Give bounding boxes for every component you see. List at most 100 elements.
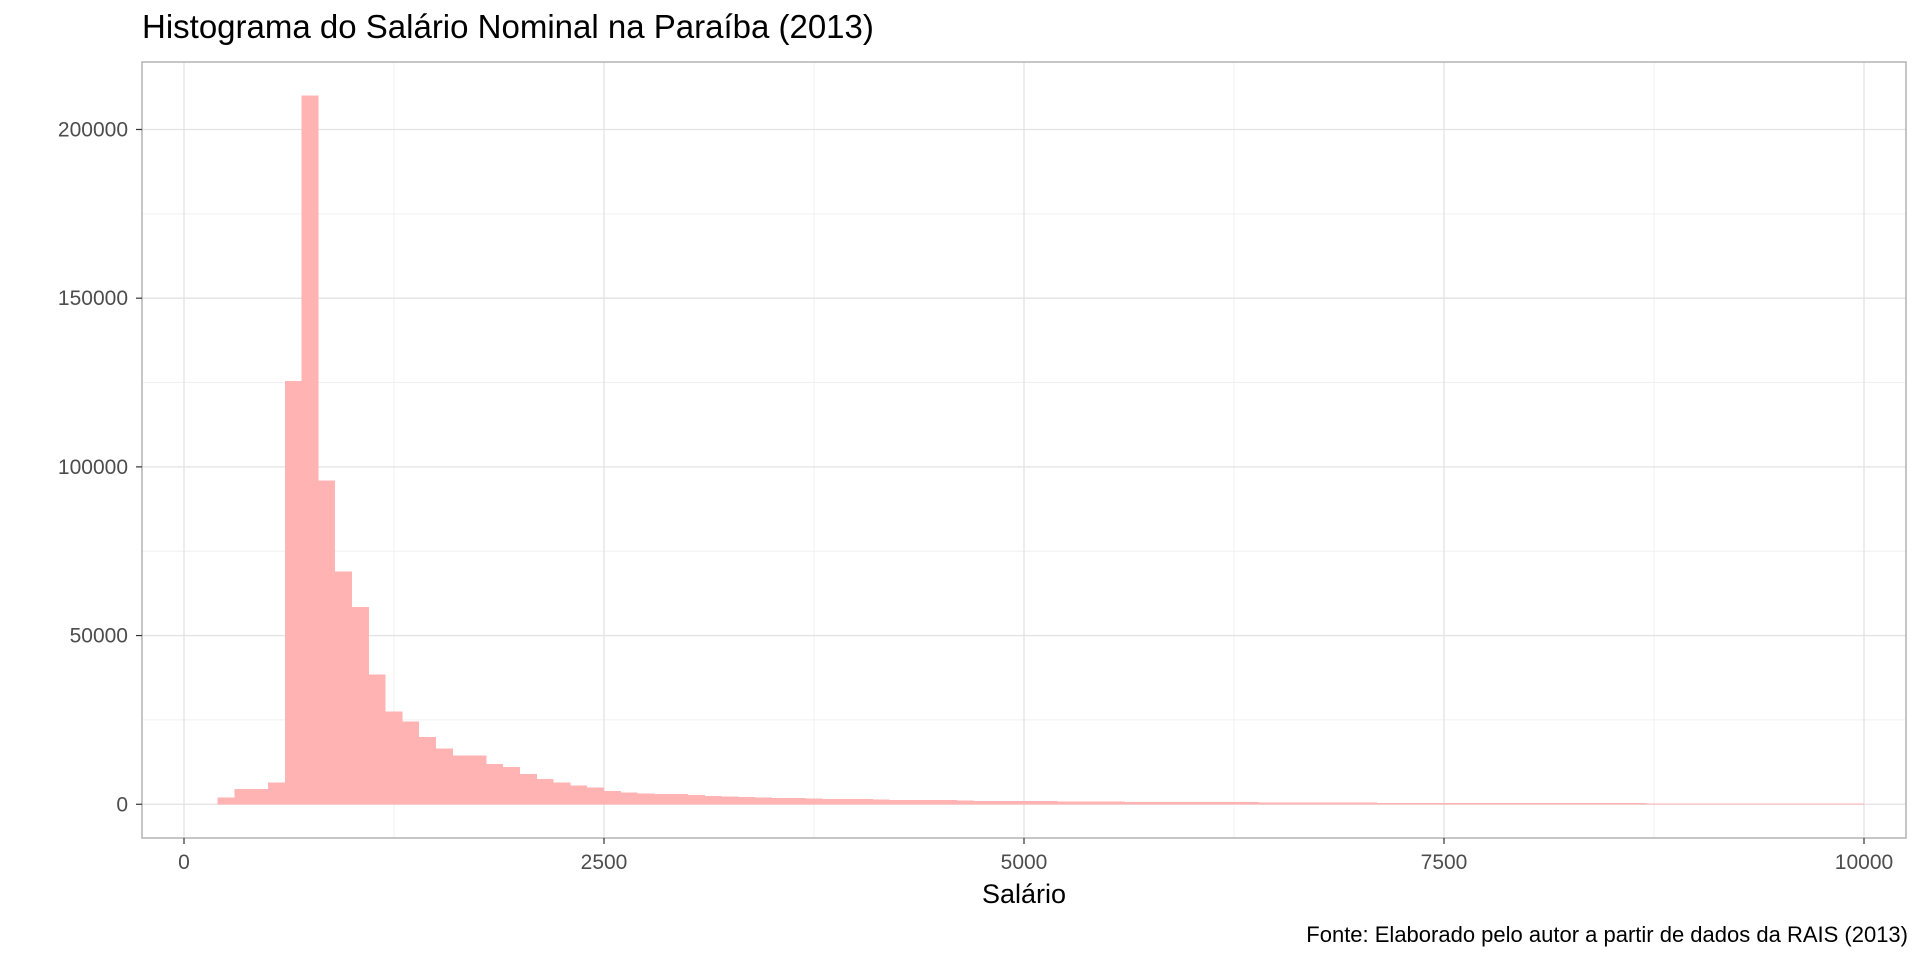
histogram-bar <box>1796 803 1814 805</box>
histogram-bar <box>469 755 487 805</box>
histogram-bar <box>822 798 840 805</box>
histogram-bar <box>1410 802 1428 805</box>
histogram-bar <box>1259 802 1276 805</box>
y-tick-label: 150000 <box>58 287 128 310</box>
histogram-bar <box>1595 803 1612 805</box>
histogram-bar <box>352 606 369 805</box>
histogram-bar <box>688 794 705 805</box>
histogram-bar <box>1057 801 1075 805</box>
histogram-bar <box>1847 803 1864 805</box>
histogram-bar <box>1343 802 1360 805</box>
histogram-bar <box>1830 803 1848 805</box>
histogram-bar <box>536 778 554 805</box>
y-tick-label: 200000 <box>58 118 128 141</box>
histogram-bar <box>1208 802 1226 805</box>
histogram-bar <box>234 789 252 805</box>
histogram-bar <box>318 480 336 805</box>
histogram-bar <box>772 798 789 805</box>
histogram-bar <box>1813 803 1831 805</box>
histogram-bar <box>385 711 403 805</box>
histogram-bar <box>1158 801 1176 805</box>
x-tick-label: 10000 <box>1835 851 1893 874</box>
axes: 0 2500 5000 7500 100000500001000001500002000… <box>58 118 1893 874</box>
histogram-bar <box>1544 803 1562 805</box>
histogram-bar <box>436 748 453 805</box>
histogram-bar <box>1242 802 1260 805</box>
histogram-bar <box>671 794 688 805</box>
histogram-bar <box>1662 803 1680 805</box>
histogram-bar <box>1494 803 1512 805</box>
histogram-bar <box>1612 803 1629 805</box>
histogram-bar <box>1040 801 1058 805</box>
histogram-bar <box>1393 802 1411 805</box>
histogram-bar <box>503 767 520 805</box>
histogram-bar <box>520 773 537 805</box>
y-tick-label: 100000 <box>58 456 128 479</box>
histogram-bar <box>301 95 319 805</box>
histogram-bar <box>654 794 672 805</box>
histogram-bar <box>570 785 588 805</box>
histogram-bar <box>1746 803 1764 805</box>
histogram-bar <box>217 797 235 805</box>
histogram-bar <box>839 798 856 805</box>
histogram-bar <box>1091 801 1108 805</box>
chart-title: Histograma do Salário Nominal na Paraíba… <box>142 8 874 45</box>
x-tick-label: 5000 <box>1001 851 1048 874</box>
histogram-bar <box>704 795 722 805</box>
histogram-bar <box>1528 803 1545 805</box>
histogram-bar <box>956 800 974 805</box>
histogram-bar <box>889 799 907 805</box>
histogram-bar <box>1729 803 1747 805</box>
histogram-bar <box>1360 802 1377 805</box>
histogram-bar <box>872 799 890 805</box>
x-tick-label: 7500 <box>1421 851 1468 874</box>
histogram-bar <box>1108 801 1125 805</box>
y-tick-label: 50000 <box>70 625 128 648</box>
histogram-bar <box>1225 802 1243 805</box>
histogram-bar <box>1309 802 1327 805</box>
histogram-bar <box>1578 803 1596 805</box>
histogram-bars <box>217 95 1864 805</box>
histogram-bar <box>1780 803 1797 805</box>
chart-caption: Fonte: Elaborado pelo autor a partir de … <box>1306 922 1908 947</box>
histogram-bar <box>1763 803 1780 805</box>
histogram-bar <box>251 789 268 805</box>
histogram-bar <box>604 790 621 805</box>
histogram-bar <box>1460 802 1478 805</box>
y-tick-label: 0 <box>116 793 128 816</box>
histogram-bar <box>1679 803 1696 805</box>
histogram-bar <box>284 380 302 805</box>
histogram-bar <box>335 571 352 805</box>
x-axis-title: Salário <box>982 879 1066 909</box>
histogram-bar <box>368 674 386 805</box>
histogram-bar <box>1276 802 1293 805</box>
histogram-bar <box>1444 802 1461 805</box>
histogram-bar <box>1007 800 1024 805</box>
histogram-bar <box>1712 803 1730 805</box>
x-tick-label: 2500 <box>581 851 628 874</box>
histogram-bar <box>637 793 655 805</box>
histogram-bar <box>1511 803 1528 805</box>
histogram-bar <box>1192 802 1209 805</box>
histogram-bar <box>1628 803 1646 805</box>
histogram-bar <box>1561 803 1579 805</box>
histogram-bar <box>1141 801 1159 805</box>
histogram-bar <box>1124 801 1142 805</box>
histogram-bar <box>1326 802 1344 805</box>
histogram-bar <box>721 796 739 805</box>
histogram-bar <box>973 800 991 805</box>
histogram-bar <box>620 792 638 805</box>
histogram-bar <box>419 736 436 805</box>
histogram-bar <box>1175 801 1192 805</box>
histogram-bar <box>268 782 285 805</box>
histogram-bar <box>1024 801 1041 805</box>
histogram-bar <box>856 799 873 805</box>
histogram-bar <box>1376 802 1394 805</box>
histogram-bar <box>990 800 1008 805</box>
histogram-bar <box>805 798 823 805</box>
histogram-bar <box>788 798 806 805</box>
histogram-bar <box>906 799 924 805</box>
histogram-bar <box>923 800 940 805</box>
histogram-bar <box>1074 801 1092 805</box>
